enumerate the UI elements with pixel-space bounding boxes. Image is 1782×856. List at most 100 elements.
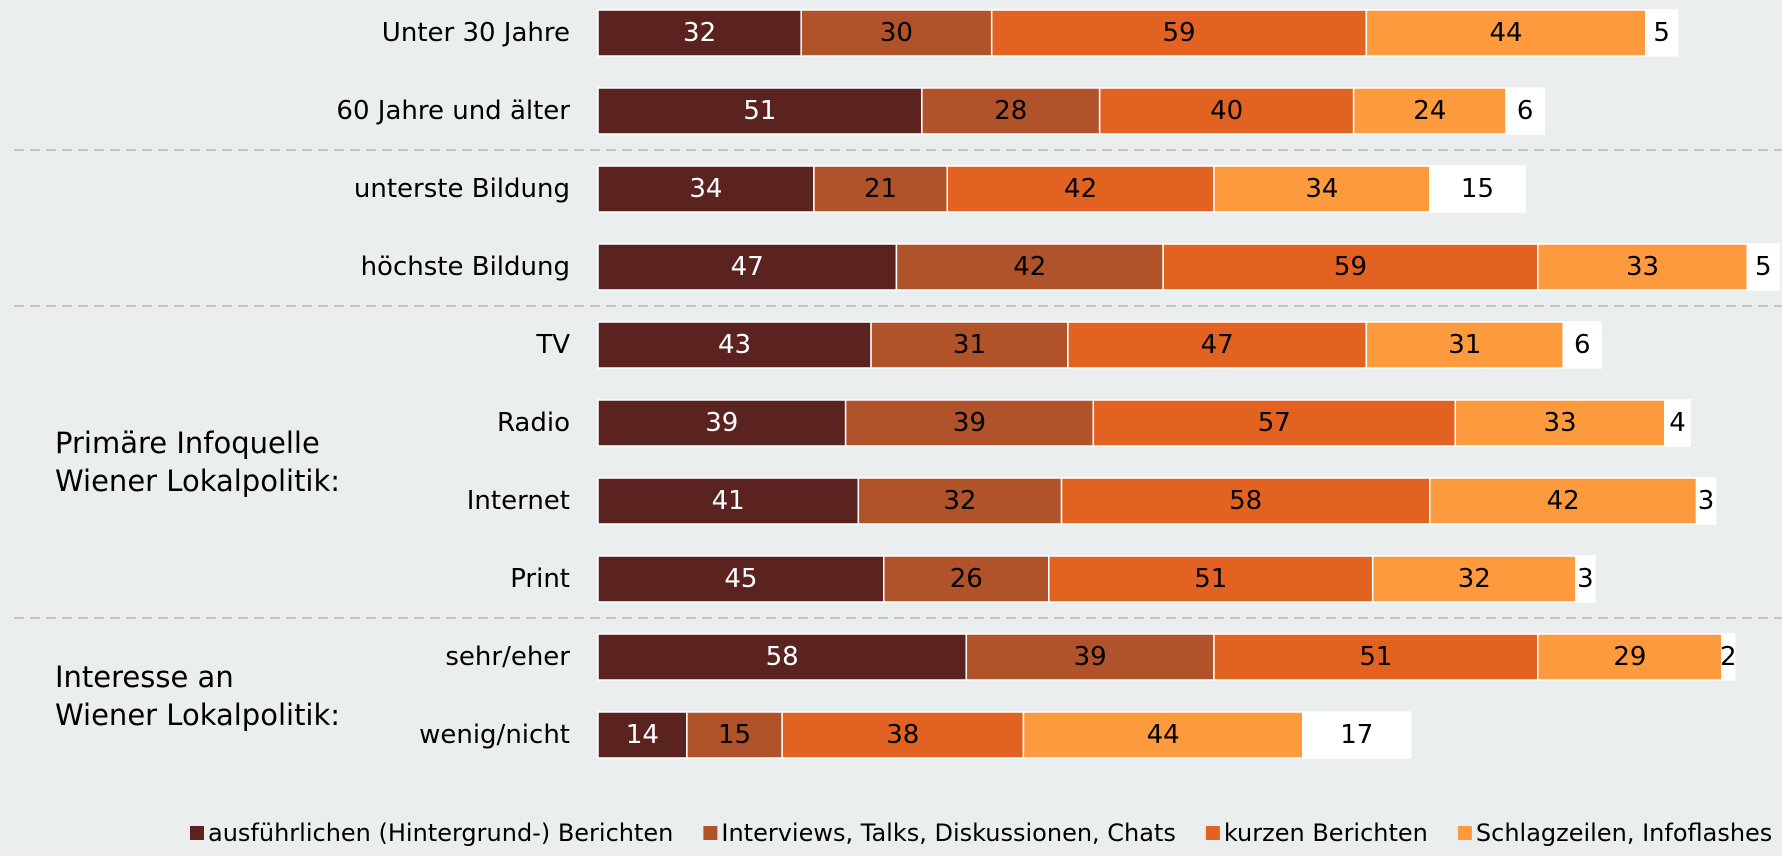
- data-label: 3: [1577, 564, 1594, 594]
- bar-segment: [1022, 711, 1304, 759]
- data-label: 47: [731, 252, 764, 282]
- bar-segment: [597, 9, 802, 57]
- data-label: 30: [880, 18, 913, 48]
- data-label: 39: [953, 408, 986, 438]
- bar-segment: [813, 165, 949, 213]
- bar-segment: [597, 477, 860, 525]
- data-label: 34: [1305, 174, 1338, 204]
- bar-segment: [1664, 399, 1691, 447]
- data-label: 14: [626, 720, 659, 750]
- legend-label: Schlagzeilen, Infoflashes: [1476, 819, 1772, 847]
- legend-swatch: [703, 826, 718, 840]
- data-label: 15: [718, 720, 751, 750]
- category-label: wenig/nicht: [419, 720, 570, 750]
- bar-segment: [1365, 321, 1564, 369]
- data-label: 5: [1755, 252, 1772, 282]
- category-label: höchste Bildung: [361, 252, 570, 282]
- bar-segment: [1454, 399, 1666, 447]
- category-label: 60 Jahre und älter: [336, 96, 570, 126]
- data-label: 57: [1258, 408, 1291, 438]
- category-label: Radio: [497, 408, 570, 438]
- legend-swatch: [1457, 826, 1472, 840]
- bar-segment: [1575, 555, 1596, 603]
- group-label: Wiener Lokalpolitik:: [55, 698, 340, 732]
- bar-segment: [883, 555, 1050, 603]
- data-label: 6: [1517, 96, 1534, 126]
- group-separators: [14, 149, 1782, 619]
- category-label: Unter 30 Jahre: [382, 18, 570, 48]
- bar-segment: [597, 555, 885, 603]
- data-label: 2: [1720, 642, 1737, 672]
- data-label: 41: [712, 486, 745, 516]
- bar-segment: [1695, 477, 1717, 525]
- bar-segment: [1721, 633, 1736, 681]
- bar-segment: [1162, 243, 1539, 291]
- data-label: 6: [1574, 330, 1591, 360]
- bar-segment: [1562, 321, 1603, 369]
- bar-segment: [597, 243, 898, 291]
- data-label: 17: [1340, 720, 1373, 750]
- data-label: 3: [1698, 486, 1715, 516]
- data-label: 39: [705, 408, 738, 438]
- bar-segment: [946, 165, 1215, 213]
- data-label: 21: [864, 174, 897, 204]
- bar-segment: [1537, 243, 1749, 291]
- data-label: 44: [1147, 720, 1180, 750]
- group-label: Interesse an: [55, 660, 234, 694]
- data-label: 51: [1359, 642, 1392, 672]
- bar-segment: [1098, 87, 1355, 135]
- data-label: 38: [886, 720, 919, 750]
- data-label: 31: [1448, 330, 1481, 360]
- data-label: 32: [683, 18, 716, 48]
- data-label: 24: [1413, 96, 1446, 126]
- bar-segment: [1067, 321, 1368, 369]
- legend-swatch: [190, 826, 204, 840]
- group-labels: Primäre Infoquelle Wiener Lokalpolitik: In…: [55, 426, 340, 732]
- bar-segment: [895, 243, 1164, 291]
- data-label: 32: [1458, 564, 1491, 594]
- data-label: 42: [1013, 252, 1046, 282]
- bar-segment: [597, 633, 968, 681]
- data-label: 26: [950, 564, 983, 594]
- bar-segment: [597, 321, 872, 369]
- group-label: Primäre Infoquelle: [55, 426, 320, 460]
- legend-swatch: [1205, 826, 1220, 840]
- data-label: 4: [1669, 408, 1686, 438]
- bar-segment: [1746, 243, 1780, 291]
- data-label: 43: [718, 330, 751, 360]
- category-label: Internet: [467, 486, 570, 516]
- bar-segment: [597, 87, 923, 135]
- data-label: 15: [1461, 174, 1494, 204]
- bar-segment: [781, 711, 1025, 759]
- data-label: 32: [943, 486, 976, 516]
- data-label: 34: [689, 174, 722, 204]
- data-label: 40: [1210, 96, 1243, 126]
- data-label: 39: [1074, 642, 1107, 672]
- legend-label: Interviews, Talks, Diskussionen, Chats: [721, 819, 1176, 847]
- bar-segment: [597, 165, 815, 213]
- data-label: 42: [1547, 486, 1580, 516]
- bar-segment: [1048, 555, 1374, 603]
- bar-segment: [1060, 477, 1431, 525]
- bar-segment: [1365, 9, 1647, 57]
- category-label: sehr/eher: [445, 642, 570, 672]
- legend: ausführlichen (Hintergrund-) Berichten In…: [190, 819, 1772, 847]
- data-label: 51: [743, 96, 776, 126]
- bar-segment: [1371, 555, 1577, 603]
- group-label: Wiener Lokalpolitik:: [55, 464, 340, 498]
- data-label: 28: [994, 96, 1027, 126]
- data-label: 59: [1162, 18, 1195, 48]
- bar-segment: [1302, 711, 1412, 759]
- bar-segment: [800, 9, 993, 57]
- legend-label: kurzen Berichten: [1224, 819, 1428, 847]
- data-label: 51: [1194, 564, 1227, 594]
- bar-segment: [870, 321, 1069, 369]
- bar-segment: [686, 711, 783, 759]
- bar-segment: [1352, 87, 1507, 135]
- bar-segment: [1213, 165, 1431, 213]
- data-label: 58: [1229, 486, 1262, 516]
- bar-segment: [965, 633, 1215, 681]
- category-label: TV: [535, 330, 570, 360]
